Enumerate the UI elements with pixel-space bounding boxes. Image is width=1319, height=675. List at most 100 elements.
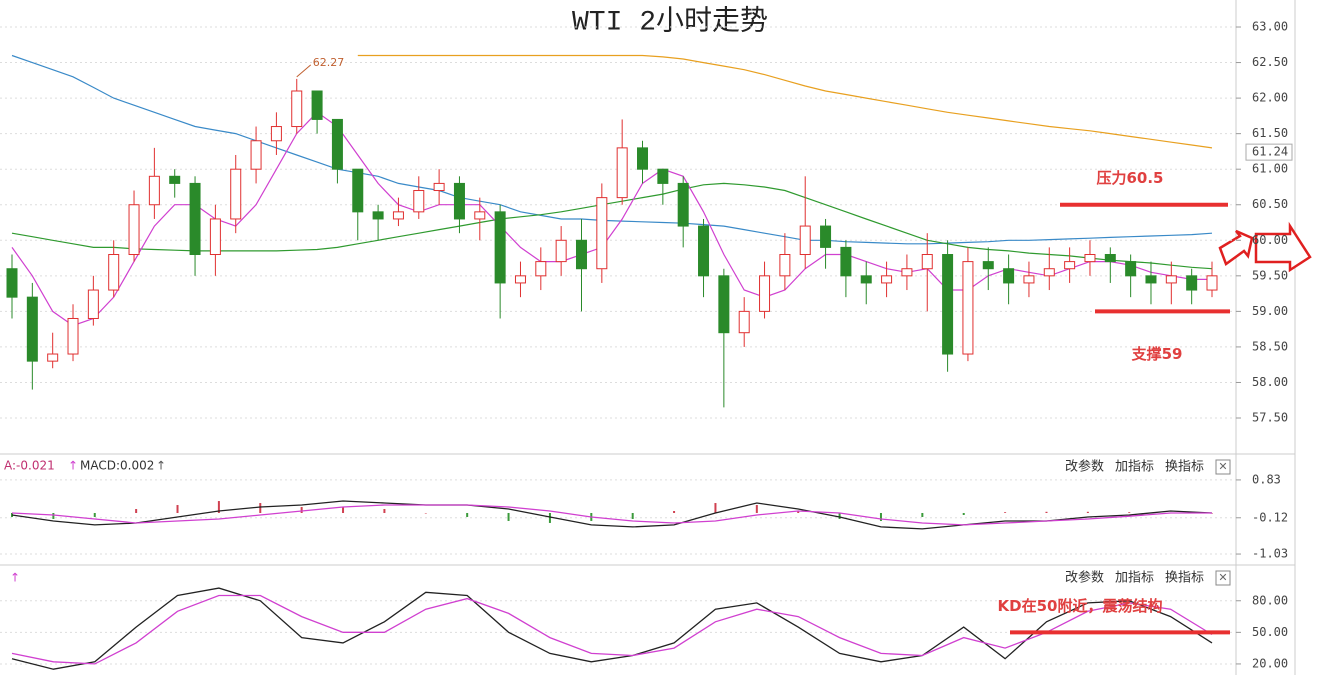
macd-bar — [217, 501, 220, 513]
toolbar-button[interactable]: 换指标 — [1165, 460, 1204, 475]
candle-body — [921, 254, 933, 270]
candle-body — [250, 140, 262, 170]
y-tick-label: 60.00 — [1252, 233, 1288, 247]
macd-bar — [424, 512, 427, 514]
macd-bar — [11, 512, 13, 517]
arrow-icon: ↑ — [10, 571, 20, 585]
candle-body — [189, 182, 201, 256]
y-tick-label: 61.00 — [1252, 162, 1288, 176]
macd-bar — [1128, 512, 1131, 513]
y-tick-label: 20.00 — [1252, 656, 1288, 670]
candle-body — [881, 275, 893, 284]
candle-body — [392, 211, 404, 220]
annotation-text: 压力60.5 — [1096, 169, 1163, 187]
macd-bar — [1004, 512, 1007, 513]
macd-bar — [507, 512, 510, 521]
y-tick-label: 59.50 — [1252, 268, 1288, 282]
candle-body — [698, 225, 710, 277]
macd-bar — [300, 507, 303, 513]
indicator-label: A:-0.021 — [4, 459, 55, 473]
candle-body — [87, 289, 99, 319]
macd-bar — [797, 511, 800, 513]
y-tick-label: 62.00 — [1252, 91, 1288, 105]
candle-body — [677, 182, 689, 227]
macd-bar — [838, 512, 841, 519]
macd-bar — [466, 512, 469, 517]
candle-body — [1043, 268, 1055, 277]
candle-body — [575, 239, 587, 270]
y-tick-label: 50.00 — [1252, 625, 1288, 639]
candle-body — [860, 275, 872, 284]
line — [11, 500, 1213, 530]
macd-bar — [1045, 511, 1048, 513]
candle-body — [1023, 275, 1035, 284]
macd-bar — [548, 512, 551, 523]
line — [11, 504, 1212, 526]
candle-body — [942, 254, 954, 355]
y-tick-label: -0.12 — [1252, 510, 1288, 524]
candle-body — [474, 211, 486, 220]
toolbar-button[interactable]: 加指标 — [1115, 571, 1154, 586]
annotation-text: 支撑59 — [1131, 345, 1183, 363]
toolbar-button[interactable]: 改参数 — [1065, 570, 1104, 586]
y-tick-label: 60.50 — [1252, 197, 1288, 211]
candle-body — [738, 310, 750, 334]
toolbar-button[interactable]: 改参数 — [1065, 459, 1104, 475]
candle-body — [26, 296, 38, 362]
macd-bar — [52, 512, 55, 519]
max-label: 62.27 — [313, 56, 345, 69]
y-tick-label: 57.50 — [1252, 411, 1288, 425]
candle-body — [514, 275, 526, 284]
arrow-icon: ↑ — [68, 459, 78, 473]
macd-bar — [259, 503, 262, 513]
candle-body — [270, 126, 282, 142]
macd-bar — [383, 509, 386, 513]
candle-body — [982, 261, 994, 270]
candle-body — [67, 317, 79, 355]
y-tick-label: 58.00 — [1252, 375, 1288, 389]
candle-body — [1165, 275, 1177, 284]
line — [11, 587, 1213, 670]
candle-body — [779, 254, 791, 277]
candle-body — [759, 275, 771, 312]
arrow-icon — [1254, 221, 1312, 273]
candle-body — [718, 275, 730, 334]
candle-body — [230, 168, 242, 220]
candle-body — [1125, 261, 1137, 277]
candle-body — [311, 90, 323, 120]
macd-bar — [1086, 511, 1089, 513]
macd-bar — [93, 512, 96, 517]
price-marker — [1245, 143, 1293, 161]
toolbar-button[interactable]: 换指标 — [1165, 571, 1204, 586]
candle-body — [1206, 275, 1218, 291]
candle-body — [291, 90, 303, 128]
toolbar-button[interactable]: 加指标 — [1115, 460, 1154, 475]
close-button[interactable]: ✕ — [1218, 460, 1227, 473]
close-button[interactable] — [1215, 459, 1231, 475]
candle-body — [1064, 261, 1076, 270]
close-button[interactable] — [1215, 570, 1231, 586]
y-tick-label: 0.83 — [1252, 472, 1281, 486]
candle-body — [413, 190, 425, 213]
macd-bar — [755, 505, 758, 513]
candle-body — [209, 218, 221, 256]
candle-body — [128, 204, 140, 256]
annotation-text: KD在50附近，震荡结构 — [998, 597, 1163, 615]
close-button[interactable]: ✕ — [1218, 571, 1227, 584]
arrow-icon: ↑ — [156, 459, 166, 473]
candle-body — [47, 353, 59, 362]
candle-body — [962, 261, 974, 355]
y-tick-label: -1.03 — [1252, 547, 1288, 561]
line — [11, 54, 1213, 245]
candle-body — [596, 197, 608, 270]
candle-body — [1003, 268, 1015, 284]
candle-body — [637, 147, 649, 170]
candle-body — [799, 225, 811, 256]
y-tick-label: 61.50 — [1252, 126, 1288, 140]
line — [357, 54, 1213, 149]
candle-body — [901, 268, 913, 277]
candle-body — [453, 182, 465, 220]
indicator-label: MACD:0.002 — [80, 459, 154, 473]
candle-body — [352, 168, 364, 213]
